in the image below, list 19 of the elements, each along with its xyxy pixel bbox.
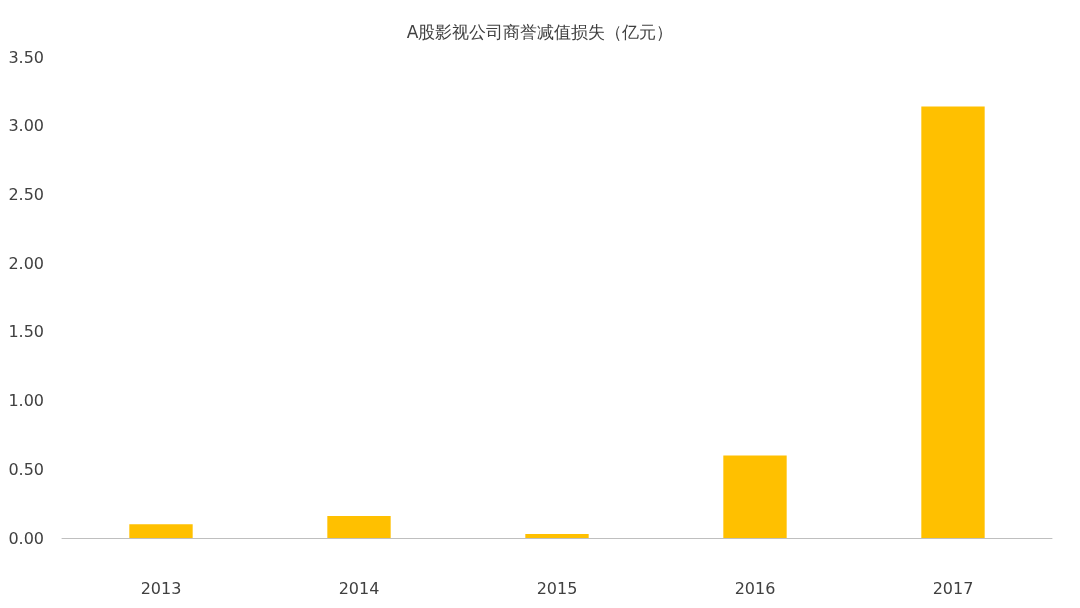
bar — [723, 455, 787, 538]
x-tick-label: 2017 — [932, 578, 974, 598]
y-tick-label: 0.50 — [8, 459, 44, 479]
chart-title: A股影视公司商誉减值损失（亿元） — [406, 21, 674, 42]
y-tick-label: 0.00 — [8, 528, 44, 548]
y-tick-label: 2.00 — [8, 253, 44, 273]
y-tick-label: 3.00 — [8, 116, 44, 136]
x-tick-label: 2013 — [140, 578, 182, 598]
bar — [129, 524, 193, 538]
bar — [921, 106, 985, 538]
x-tick-label: 2014 — [338, 578, 380, 598]
y-tick-label: 1.00 — [8, 391, 44, 411]
y-tick-label: 2.50 — [8, 184, 44, 204]
y-tick-label: 1.50 — [8, 322, 44, 342]
x-tick-label: 2016 — [734, 578, 776, 598]
bar — [525, 533, 589, 538]
x-tick-label: 2015 — [536, 578, 578, 598]
bar — [327, 516, 391, 538]
y-tick-label: 3.50 — [8, 47, 44, 67]
